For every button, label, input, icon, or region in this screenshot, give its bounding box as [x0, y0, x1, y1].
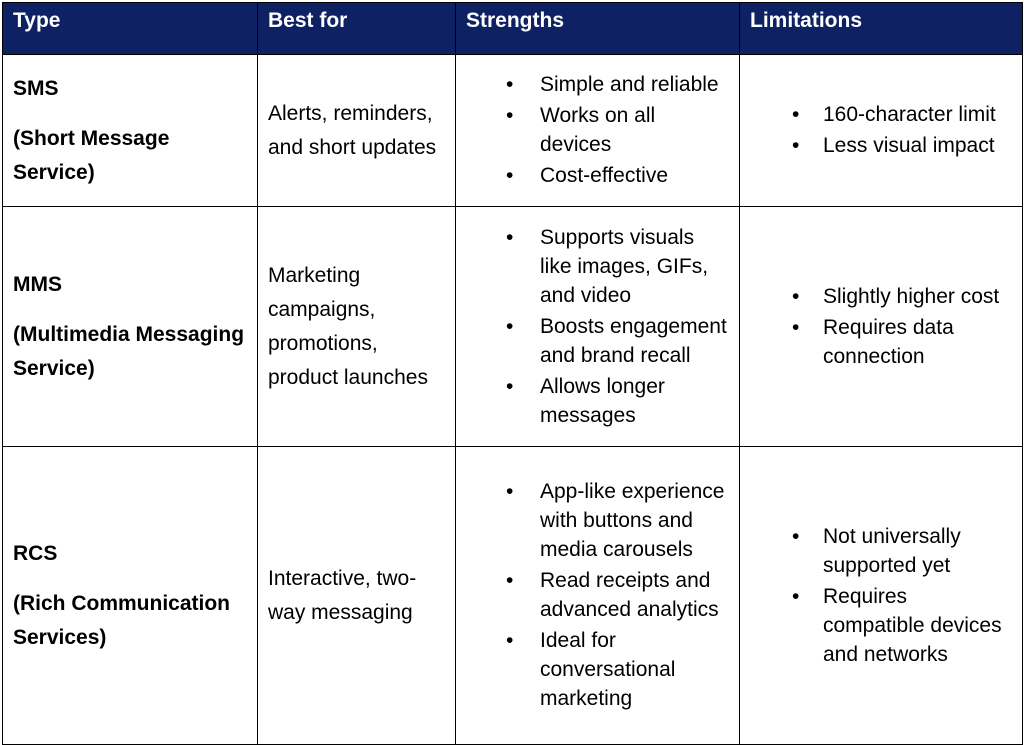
limitations-list: 160-character limitLess visual impact [750, 100, 1012, 160]
strength-item: Ideal for conversational marketing [466, 626, 729, 713]
strength-item: Cost-effective [466, 161, 729, 190]
table-row: RCS (Rich Communication Services) Interact… [2, 446, 1023, 745]
best-for-cell: Alerts, reminders, and short updates [257, 54, 456, 207]
limitation-item: Requires compatible devices and networks [750, 582, 1012, 669]
table-row: SMS (Short Message Service) Alerts, remind… [2, 54, 1023, 207]
strength-item: Read receipts and advanced analytics [466, 566, 729, 624]
strengths-cell: Simple and reliableWorks on all devicesC… [455, 54, 740, 207]
limitation-item: Less visual impact [750, 131, 1012, 160]
table-header: Type Best for Strengths Limitations [2, 2, 1023, 55]
strength-item: Allows longer messages [466, 372, 729, 430]
header-row: Type Best for Strengths Limitations [2, 2, 1023, 55]
strengths-list: Simple and reliableWorks on all devicesC… [466, 70, 729, 190]
header-cell: Strengths [455, 2, 740, 55]
header-cell: Type [2, 2, 258, 55]
type-name: RCS [13, 541, 58, 565]
limitation-item: Not universally supported yet [750, 522, 1012, 580]
table-body: SMS (Short Message Service) Alerts, remind… [2, 54, 1023, 745]
type-cell: MMS (Multimedia Messaging Service) [2, 206, 258, 447]
type-name: MMS [13, 272, 62, 296]
type-cell: RCS (Rich Communication Services) [2, 446, 258, 745]
limitations-list: Slightly higher costRequires data connec… [750, 282, 1012, 371]
limitations-cell: 160-character limitLess visual impact [739, 54, 1023, 207]
type-full-name: (Rich Communication Services) [13, 591, 231, 649]
limitation-item: Slightly higher cost [750, 282, 1012, 311]
type-name: SMS [13, 76, 59, 100]
table-row: MMS (Multimedia Messaging Service) Marketi… [2, 206, 1023, 447]
strength-item: Supports visuals like images, GIFs, and … [466, 223, 729, 310]
strengths-cell: Supports visuals like images, GIFs, and … [455, 206, 740, 447]
best-for-cell: Interactive, two-way messaging [257, 446, 456, 745]
strength-item: Works on all devices [466, 101, 729, 159]
type-cell: SMS (Short Message Service) [2, 54, 258, 207]
strengths-cell: App-like experience with buttons and med… [455, 446, 740, 745]
best-for-cell: Marketing campaigns, promotions, product… [257, 206, 456, 447]
type-full-name: (Multimedia Messaging Service) [13, 322, 245, 380]
header-cell: Limitations [739, 2, 1023, 55]
limitation-item: 160-character limit [750, 100, 1012, 129]
strength-item: Simple and reliable [466, 70, 729, 99]
type-full-name: (Short Message Service) [13, 126, 170, 184]
strengths-list: Supports visuals like images, GIFs, and … [466, 223, 729, 430]
strength-item: Boosts engagement and brand recall [466, 312, 729, 370]
limitations-list: Not universally supported yetRequires co… [750, 522, 1012, 669]
limitations-cell: Not universally supported yetRequires co… [739, 446, 1023, 745]
limitations-cell: Slightly higher costRequires data connec… [739, 206, 1023, 447]
header-cell: Best for [257, 2, 456, 55]
limitation-item: Requires data connection [750, 313, 1012, 371]
strength-item: App-like experience with buttons and med… [466, 477, 729, 564]
strengths-list: App-like experience with buttons and med… [466, 477, 729, 713]
